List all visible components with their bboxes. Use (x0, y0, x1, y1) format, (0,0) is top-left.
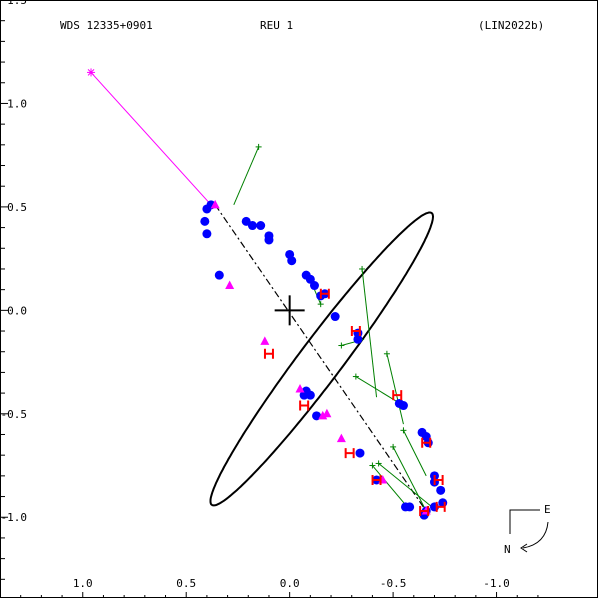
x-tick-label: -0.5 (380, 577, 407, 590)
red-point-glyph (319, 288, 330, 299)
magenta-point (210, 199, 220, 209)
magenta-point (336, 433, 346, 443)
magenta-point (322, 408, 332, 418)
y-tick-label: -0.5 (1, 408, 28, 421)
outlier-point (87, 68, 96, 77)
red-point (392, 390, 403, 401)
y-tick-label: 1.0 (7, 97, 27, 110)
blue-point (301, 386, 311, 396)
red-point (350, 326, 361, 337)
red-point-glyph (350, 326, 361, 337)
red-point-glyph (344, 448, 355, 459)
blue-point (202, 229, 212, 239)
blue-point (200, 216, 210, 226)
y-tick-label: 0.5 (7, 201, 27, 214)
y-tick-label: 1.5 (7, 0, 27, 7)
compass-north-label: N (504, 543, 511, 556)
green-residual-line (233, 146, 260, 206)
green-residual-line (386, 353, 404, 425)
red-point-glyph (421, 437, 432, 448)
red-point (419, 506, 430, 517)
blue-point (398, 401, 408, 411)
magenta-point (295, 383, 305, 393)
points-layer (200, 199, 448, 520)
red-point (421, 437, 432, 448)
x-tick-label: 0.0 (280, 577, 300, 590)
header-id: WDS 12335+0901 (60, 19, 153, 32)
x-tick-label: -1.0 (483, 577, 510, 590)
y-tick-label: 0.0 (7, 304, 27, 317)
red-point (263, 348, 274, 359)
x-tick-label: 1.0 (73, 577, 93, 590)
compass-arc (522, 521, 549, 549)
blue-point (436, 485, 446, 495)
green-residual-line (392, 446, 427, 512)
compass-east-label: E (544, 503, 551, 516)
blue-point (264, 235, 274, 245)
orbit-layer (87, 68, 434, 512)
red-point-glyph (392, 390, 403, 401)
x-tick-label: 0.5 (176, 577, 196, 590)
blue-point (312, 411, 322, 421)
blue-point (256, 221, 266, 231)
red-point (433, 475, 444, 485)
residual-layer (233, 143, 435, 512)
line-of-nodes (214, 204, 427, 512)
compass-east-arm (509, 509, 540, 534)
red-point (371, 475, 382, 485)
magenta-point (260, 336, 270, 345)
compass-arrowhead (520, 543, 528, 553)
green-residual-line (372, 465, 406, 506)
red-point (319, 288, 330, 299)
magenta-point (225, 280, 235, 290)
blue-point (309, 281, 319, 291)
blue-point (353, 334, 363, 344)
header-reference: (LIN2022b) (478, 19, 544, 32)
blue-point (214, 270, 224, 280)
header-name: REU 1 (260, 19, 293, 32)
compass: E N (504, 503, 551, 556)
red-point-glyph (299, 400, 310, 411)
red-point (435, 501, 446, 512)
y-tick-label: -1.0 (1, 511, 28, 524)
red-point (344, 448, 355, 459)
green-residual-line (403, 430, 427, 477)
red-point-glyph (371, 475, 382, 485)
green-residual-line (378, 463, 435, 510)
outlier-residual (90, 72, 212, 206)
axis-ticks: -1.0-0.50.00.51.01.51.51.00.50.0-0.5-1.0 (0, 0, 539, 598)
green-residual-line (355, 376, 404, 406)
outlier-star-stroke (87, 69, 95, 76)
red-point-glyph (433, 475, 444, 485)
orbit-ellipse (209, 211, 434, 507)
blue-point (355, 448, 365, 458)
green-residual-line (361, 268, 378, 398)
red-point-glyph (435, 501, 446, 512)
blue-point (330, 312, 340, 322)
blue-point (247, 221, 257, 231)
blue-point (287, 256, 297, 266)
red-point (299, 400, 310, 411)
blue-point (401, 502, 411, 512)
blue-point (202, 204, 212, 214)
red-point-glyph (419, 506, 430, 517)
red-point-glyph (263, 348, 274, 359)
